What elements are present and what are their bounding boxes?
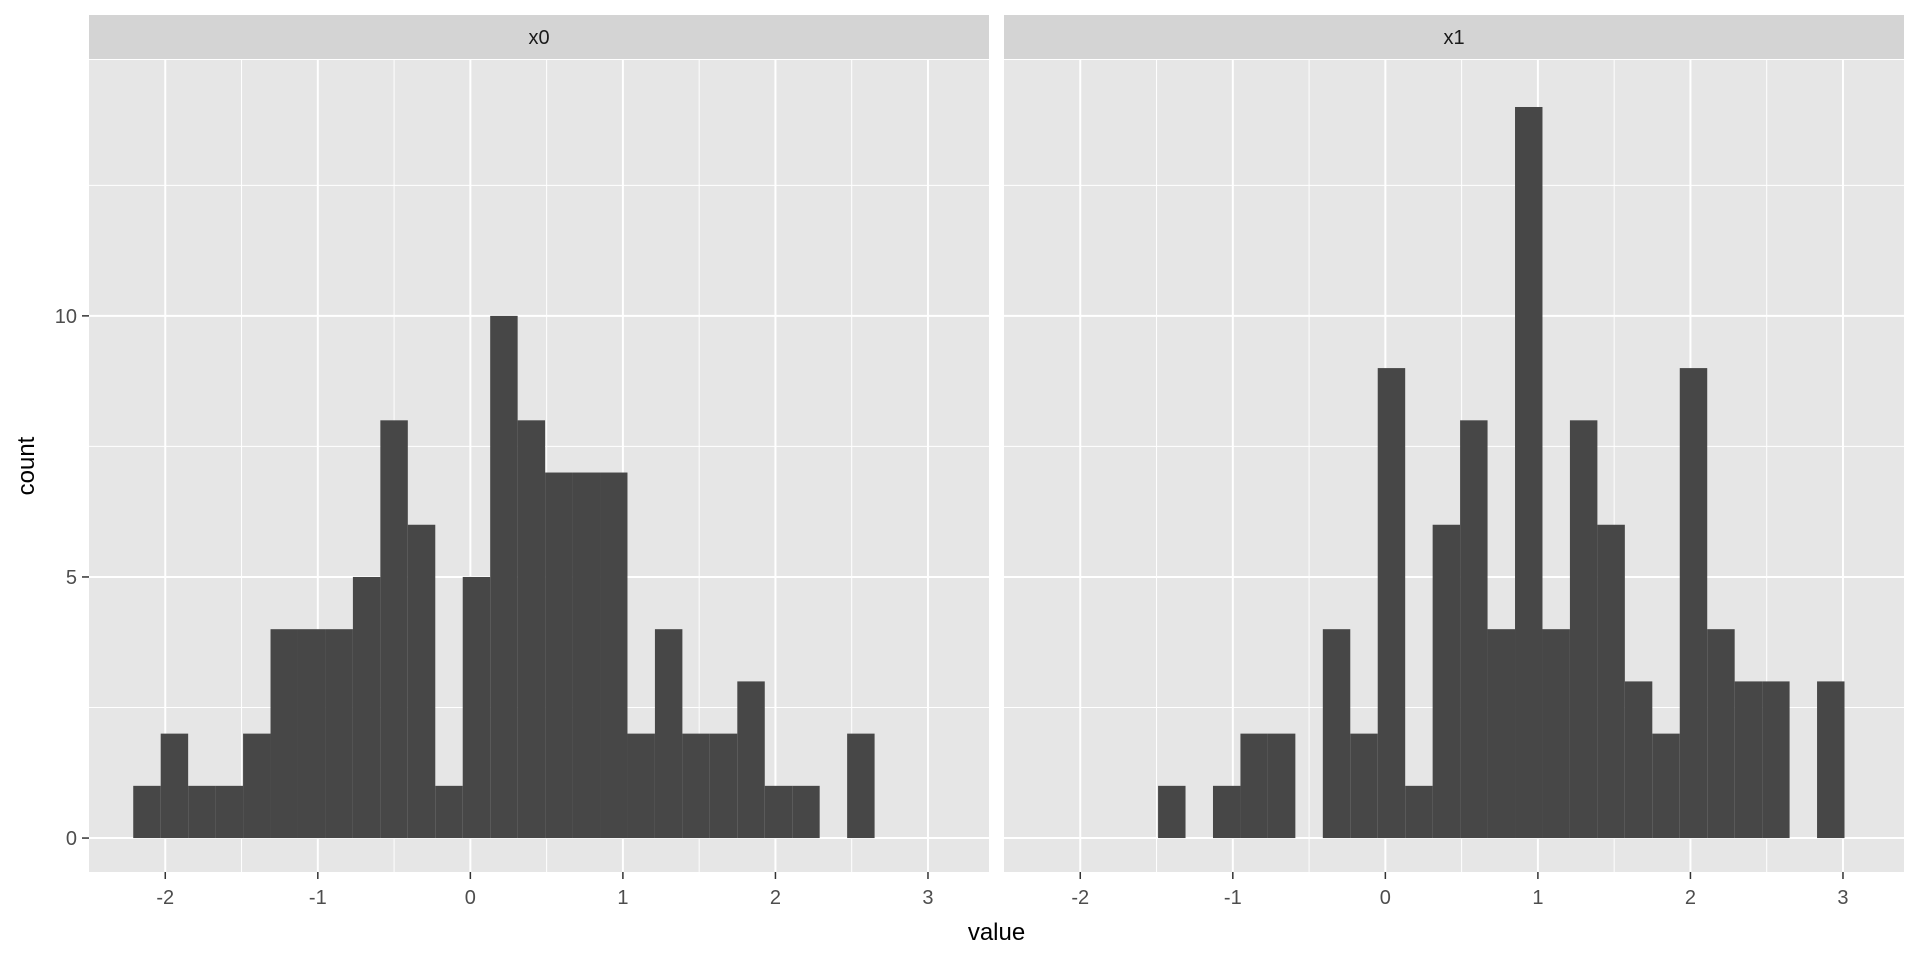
strip-label-x1: x1 [1443, 27, 1464, 49]
histogram-bar-x0 [654, 629, 683, 839]
histogram-bar-x0 [188, 785, 216, 839]
y-tick-label: 5 [66, 567, 77, 589]
histogram-bar-x1 [1212, 785, 1241, 839]
histogram-bar-x0 [133, 785, 161, 839]
histogram-bar-x1 [1350, 733, 1378, 839]
histogram-bar-x0 [325, 629, 353, 839]
y-tick-label: 0 [66, 828, 77, 850]
histogram-bar-x0 [380, 420, 408, 839]
histogram-bar-x1 [1405, 785, 1433, 839]
x-tick-label-x1: -1 [1224, 887, 1242, 909]
histogram-bar-x0 [270, 629, 298, 839]
x-tick-label-x1: -2 [1071, 887, 1089, 909]
histogram-bar-x1 [1734, 681, 1763, 839]
panel-x0: x0 -2 -1 0 1 2 3 [89, 15, 989, 909]
histogram-bar-x1 [1597, 524, 1625, 839]
x-tick-label-x0: -1 [309, 887, 327, 909]
histogram-bar-x0 [517, 420, 546, 839]
histogram-bar-x1 [1460, 420, 1488, 839]
panel-x1: x1 -2 -1 0 1 2 3 [1004, 15, 1904, 909]
histogram-bar-x1 [1624, 681, 1653, 839]
histogram-bar-x1 [1267, 733, 1296, 839]
histogram-bar-x0 [709, 733, 738, 839]
y-tick-labels: 0 5 10 [55, 306, 89, 850]
x-axis-title: value [968, 919, 1025, 946]
strip-label-x0: x0 [528, 27, 549, 49]
y-tick-label: 10 [55, 306, 77, 328]
histogram-bar-x1 [1240, 733, 1268, 839]
histogram-bar-x1 [1432, 524, 1461, 839]
histogram-bar-x0 [160, 733, 189, 839]
histogram-bar-x0 [462, 576, 491, 839]
histogram-bar-x1 [1377, 368, 1406, 839]
histogram-bar-x0 [600, 472, 628, 839]
x-tick-label-x0: 2 [770, 887, 781, 909]
histogram-bar-x0 [215, 785, 244, 839]
strip-background-x1 [1004, 15, 1904, 59]
histogram-bar-x0 [435, 785, 463, 839]
histogram-bar-x1 [1679, 368, 1708, 839]
histogram-bar-x0 [792, 785, 820, 839]
histogram-bar-x1 [1487, 629, 1516, 839]
histogram-bar-x0 [682, 733, 710, 839]
x-tick-label-x0: 0 [465, 887, 476, 909]
histogram-bar-x1 [1569, 420, 1598, 839]
histogram-bar-x1 [1652, 733, 1680, 839]
y-axis-title: count [13, 436, 40, 495]
histogram-bar-x0 [407, 524, 436, 839]
histogram-bar-x1 [1707, 629, 1735, 839]
bars-x0 [133, 315, 875, 839]
histogram-bar-x1 [1817, 681, 1845, 839]
x-tick-label-x1: 2 [1685, 887, 1696, 909]
x-tick-label-x1: 0 [1380, 887, 1391, 909]
x-tick-label-x0: -2 [156, 887, 174, 909]
histogram-bar-x0 [572, 472, 601, 839]
histogram-bar-x0 [352, 576, 381, 839]
histogram-bar-x1 [1515, 106, 1543, 839]
x-tick-labels-x0: -2 -1 0 1 2 3 [156, 872, 934, 909]
histogram-bar-x1 [1542, 629, 1570, 839]
x-tick-label-x0: 3 [922, 887, 933, 909]
histogram-bar-x0 [490, 315, 518, 839]
histogram-bar-x0 [737, 681, 765, 839]
bars-x1 [1158, 106, 1845, 839]
strip-background-x0 [89, 15, 989, 59]
histogram-bar-x0 [243, 733, 271, 839]
histogram-bar-x1 [1762, 681, 1790, 839]
histogram-bar-x0 [847, 733, 875, 839]
x-tick-labels-x1: -2 -1 0 1 2 3 [1071, 872, 1849, 909]
x-tick-label-x1: 3 [1837, 887, 1848, 909]
histogram-bar-x0 [764, 785, 793, 839]
histogram-bar-x0 [297, 629, 326, 839]
x-tick-label-x0: 1 [617, 887, 628, 909]
histogram-bar-x0 [545, 472, 573, 839]
histogram-bar-x0 [627, 733, 655, 839]
histogram-bar-x1 [1322, 629, 1351, 839]
histogram-bar-x1 [1158, 785, 1186, 839]
x-tick-label-x1: 1 [1532, 887, 1543, 909]
